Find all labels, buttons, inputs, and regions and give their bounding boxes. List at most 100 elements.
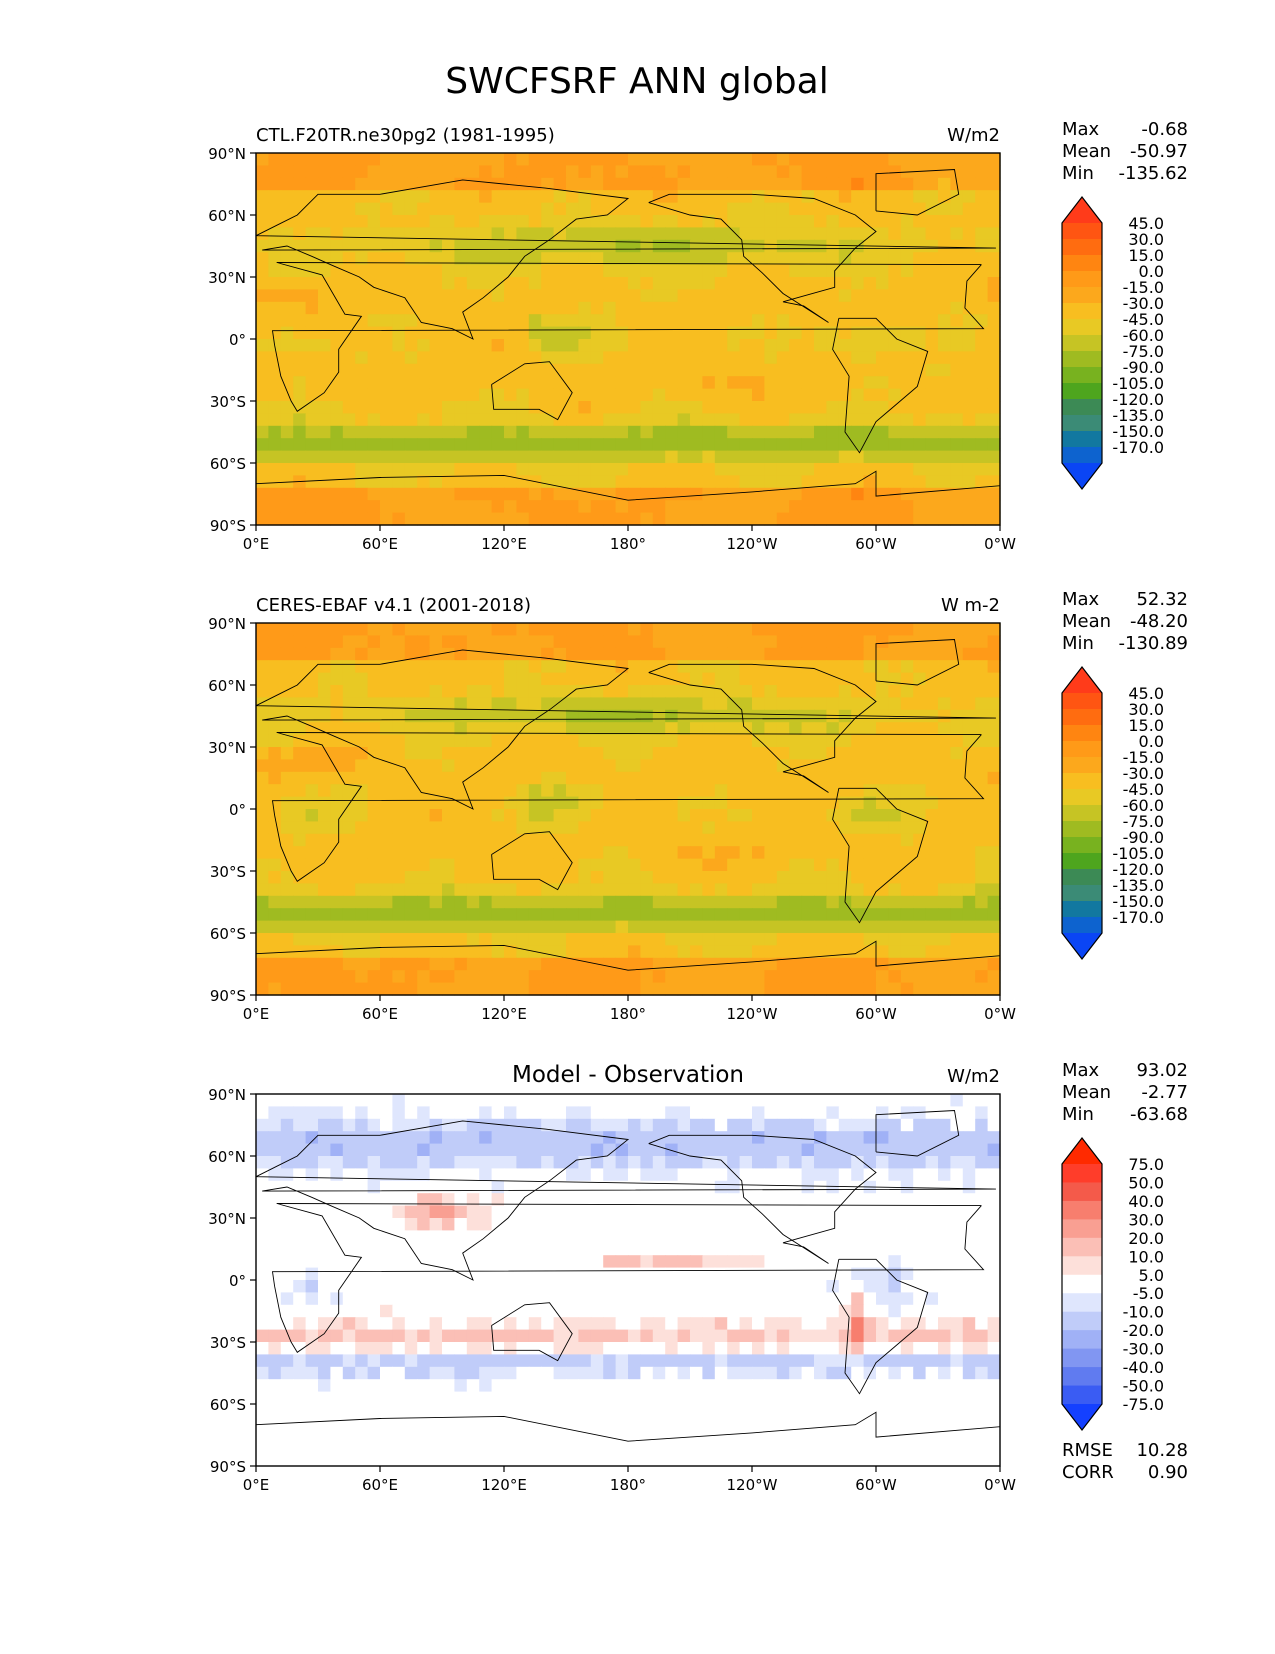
map-cell bbox=[764, 970, 777, 983]
map-cell bbox=[876, 190, 889, 203]
map-cell bbox=[864, 735, 877, 748]
map-cell bbox=[430, 945, 443, 958]
map-cell bbox=[653, 463, 666, 476]
map-cell bbox=[864, 685, 877, 698]
map-cell bbox=[628, 1156, 641, 1169]
map-cell bbox=[690, 1181, 703, 1194]
map-cell bbox=[839, 933, 852, 946]
map-cell bbox=[789, 277, 802, 290]
map-cell bbox=[789, 426, 802, 439]
map-cell bbox=[988, 1255, 1001, 1268]
map-cell bbox=[554, 648, 567, 661]
map-cell bbox=[888, 314, 901, 327]
map-cell bbox=[665, 153, 678, 166]
map-cell bbox=[541, 685, 554, 698]
map-cell bbox=[430, 1230, 443, 1243]
map-cell bbox=[764, 722, 777, 735]
map-cell bbox=[950, 635, 963, 648]
map-cell bbox=[938, 821, 951, 834]
map-cell bbox=[839, 784, 852, 797]
map-cell bbox=[541, 623, 554, 636]
map-cell bbox=[926, 1255, 939, 1268]
map-cell bbox=[715, 648, 728, 661]
map-cell bbox=[926, 958, 939, 971]
map-cell bbox=[368, 463, 381, 476]
map-cell bbox=[715, 710, 728, 723]
map-cell bbox=[789, 970, 802, 983]
map-cell bbox=[318, 165, 331, 178]
map-cell bbox=[318, 1131, 331, 1144]
map-cell bbox=[888, 735, 901, 748]
map-cell bbox=[950, 500, 963, 513]
map-cell bbox=[380, 265, 393, 278]
map-cell bbox=[665, 821, 678, 834]
map-cell bbox=[876, 958, 889, 971]
map-cell bbox=[380, 1305, 393, 1318]
map-cell bbox=[492, 834, 505, 847]
map-cell bbox=[616, 635, 629, 648]
map-cell bbox=[864, 1106, 877, 1119]
map-cell bbox=[504, 623, 517, 636]
map-cell bbox=[566, 500, 579, 513]
map-cell bbox=[814, 846, 827, 859]
map-cell bbox=[479, 376, 492, 389]
map-cell bbox=[888, 364, 901, 377]
map-cell bbox=[678, 921, 691, 934]
map-cell bbox=[851, 970, 864, 983]
map-cell bbox=[541, 289, 554, 302]
map-cell bbox=[640, 153, 653, 166]
map-cell bbox=[467, 438, 480, 451]
map-cell bbox=[975, 660, 988, 673]
map-cell bbox=[826, 451, 839, 464]
map-cell bbox=[268, 451, 281, 464]
map-cell bbox=[876, 1193, 889, 1206]
map-cell bbox=[678, 240, 691, 253]
map-cell bbox=[454, 153, 467, 166]
map-cell bbox=[281, 351, 294, 364]
map-cell bbox=[938, 302, 951, 315]
map-cell bbox=[454, 846, 467, 859]
map-cell bbox=[963, 1094, 976, 1107]
map-cell bbox=[504, 314, 517, 327]
map-cell bbox=[516, 203, 529, 216]
map-cell bbox=[640, 513, 653, 526]
map-cell bbox=[430, 846, 443, 859]
map-cell bbox=[256, 735, 269, 748]
map-cell bbox=[876, 685, 889, 698]
map-cell bbox=[913, 747, 926, 760]
map-cell bbox=[975, 1131, 988, 1144]
map-cell bbox=[715, 1230, 728, 1243]
map-cell bbox=[368, 488, 381, 501]
map-cell bbox=[950, 426, 963, 439]
map-cell bbox=[826, 1156, 839, 1169]
map-cell bbox=[442, 165, 455, 178]
map-cell bbox=[529, 921, 542, 934]
map-cell bbox=[839, 759, 852, 772]
map-cell bbox=[541, 413, 554, 426]
map-cell bbox=[913, 1243, 926, 1256]
map-cell bbox=[467, 500, 480, 513]
map-cell bbox=[678, 451, 691, 464]
map-cell bbox=[938, 351, 951, 364]
map-cell bbox=[330, 277, 343, 290]
map-cell bbox=[554, 1094, 567, 1107]
map-cell bbox=[938, 289, 951, 302]
map-cell bbox=[864, 215, 877, 228]
map-cell bbox=[988, 302, 1001, 315]
map-cell bbox=[938, 1280, 951, 1293]
map-cell bbox=[752, 809, 765, 822]
map-cell bbox=[702, 314, 715, 327]
map-cell bbox=[541, 153, 554, 166]
map-cell bbox=[430, 1094, 443, 1107]
map-cell bbox=[814, 1218, 827, 1231]
map-cell bbox=[938, 1144, 951, 1157]
map-cell bbox=[330, 1119, 343, 1132]
map-cell bbox=[702, 190, 715, 203]
stat-label: Max bbox=[1062, 589, 1100, 610]
map-cell bbox=[430, 389, 443, 402]
map-cell bbox=[628, 475, 641, 488]
map-cell bbox=[355, 797, 368, 810]
map-cell bbox=[789, 1218, 802, 1231]
map-cell bbox=[405, 1094, 418, 1107]
map-cell bbox=[777, 908, 790, 921]
